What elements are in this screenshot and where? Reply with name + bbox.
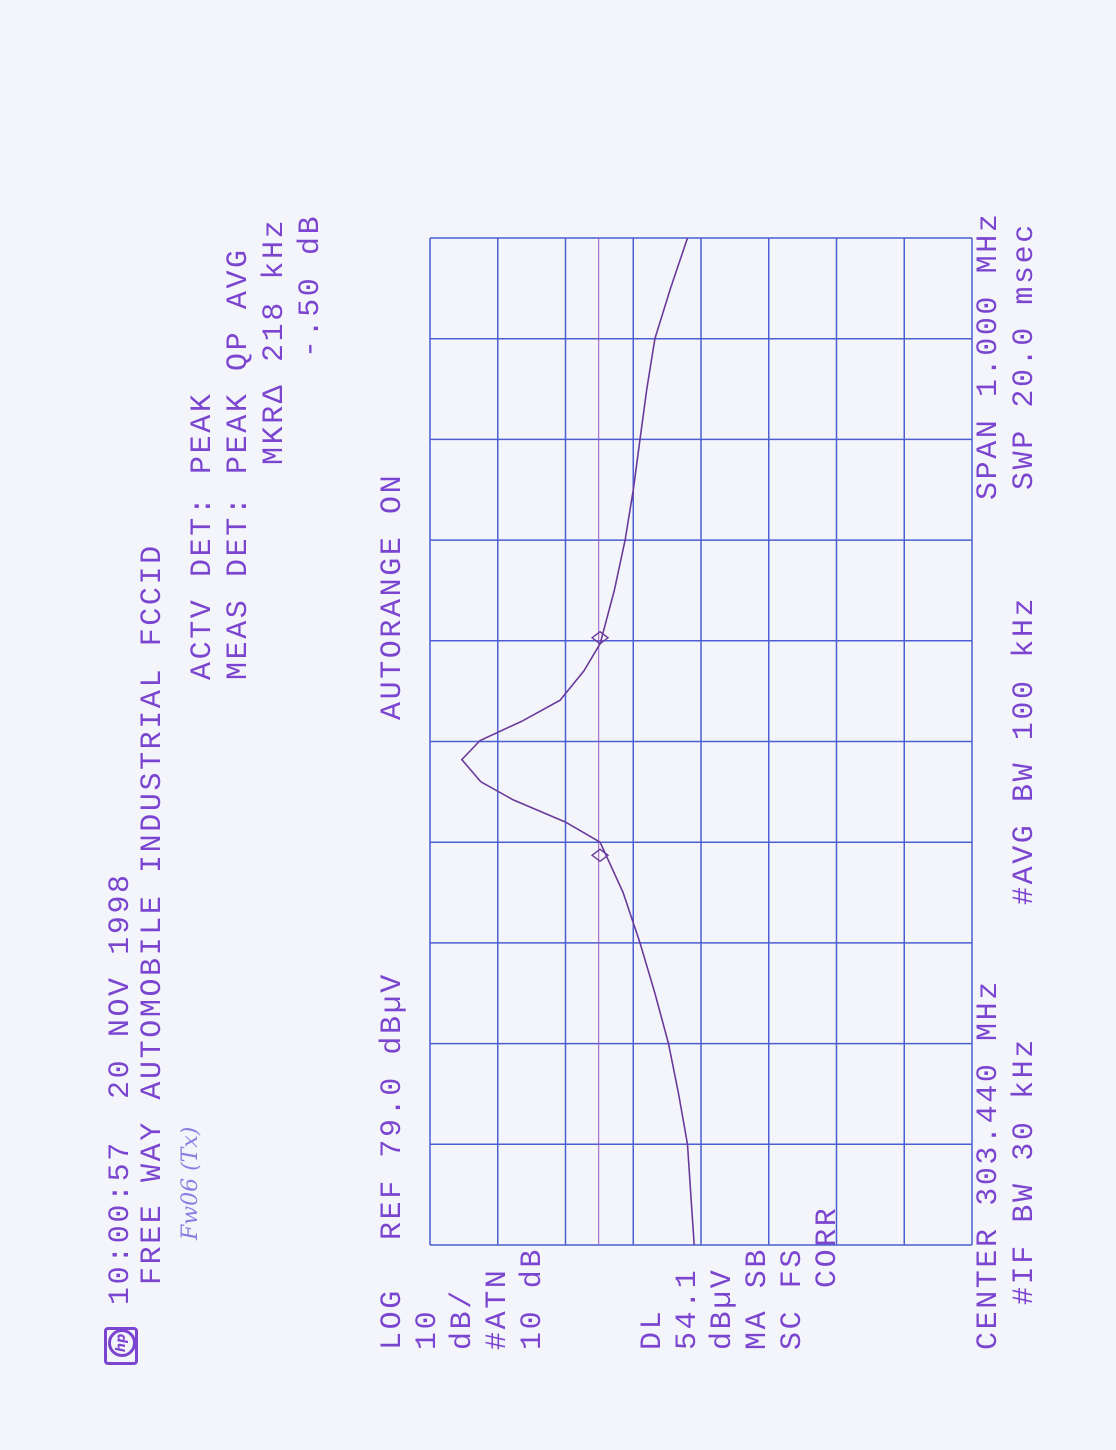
marker-diamond: [590, 630, 610, 645]
marker-diamond: [590, 848, 610, 863]
trace-line: [460, 237, 695, 1246]
